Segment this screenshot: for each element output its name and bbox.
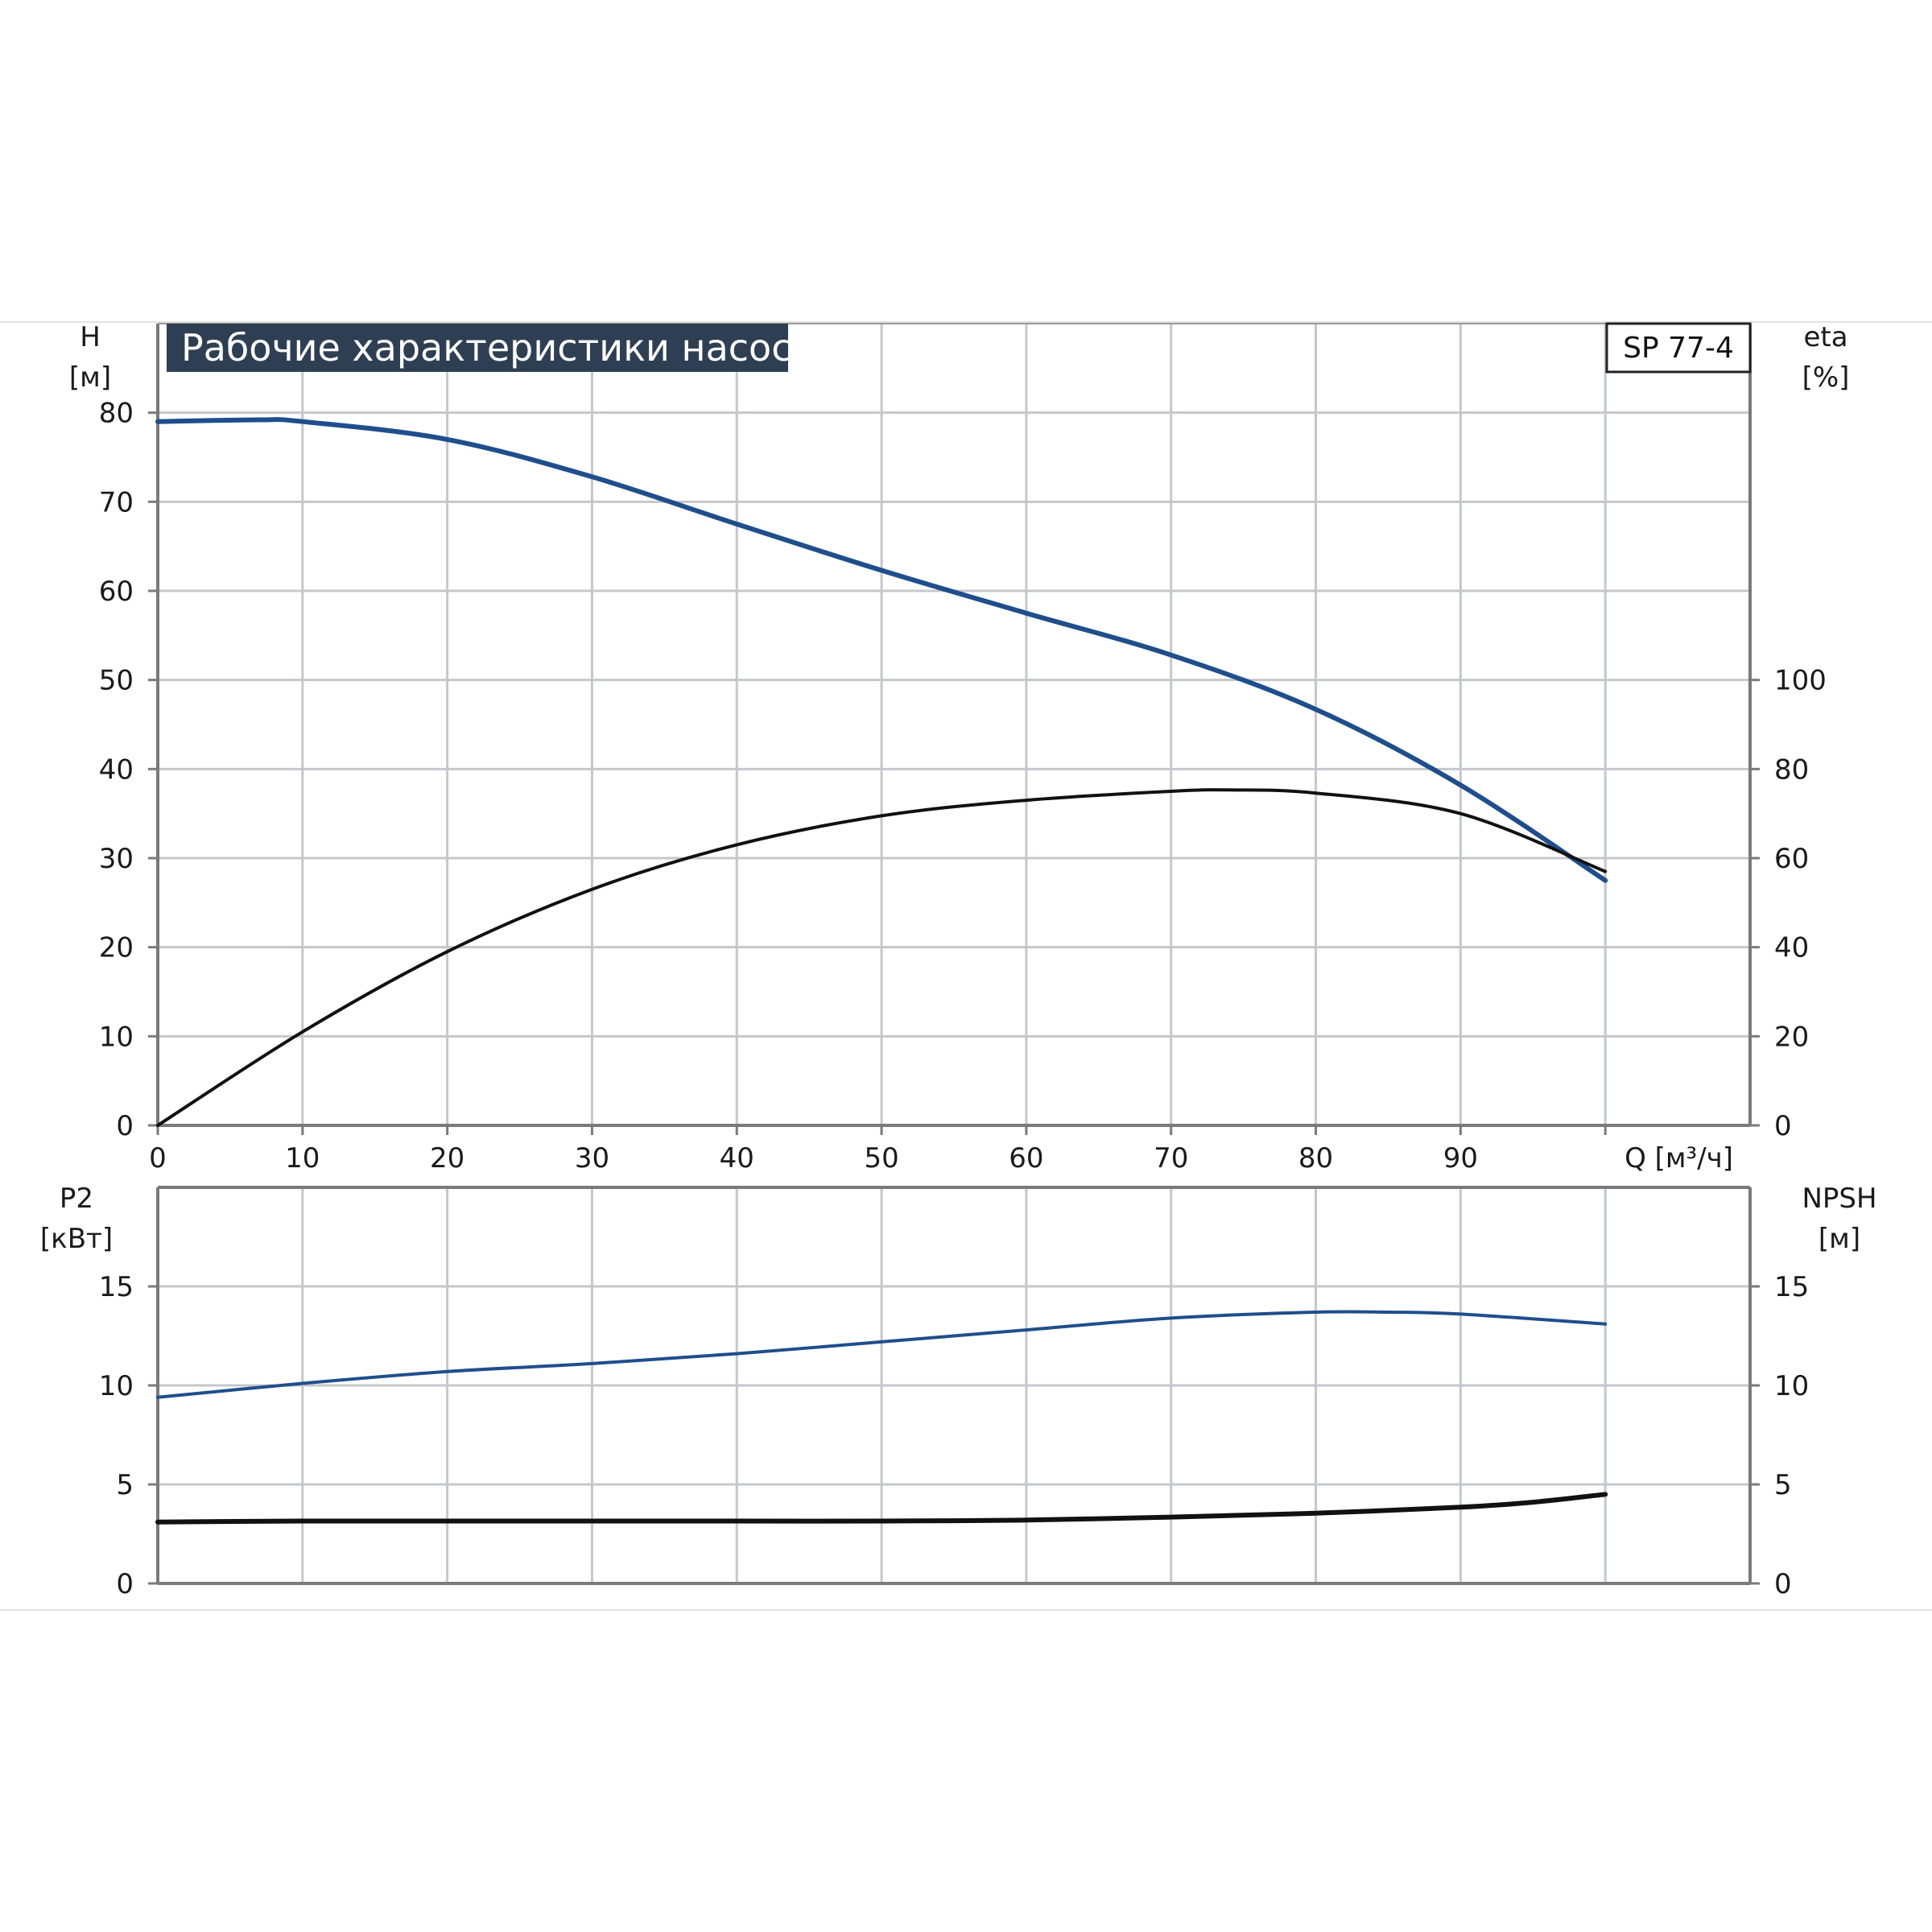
x-tick-label: 20 xyxy=(430,1142,464,1174)
right-tick-label: 5 xyxy=(1774,1469,1792,1501)
grid-layer xyxy=(158,324,1750,1583)
right-tick-label: 15 xyxy=(1774,1271,1809,1303)
frame-layer xyxy=(148,323,1760,1585)
x-tick-label: 50 xyxy=(864,1142,898,1174)
right-tick-label: 10 xyxy=(1774,1370,1809,1402)
left-tick-label: 0 xyxy=(116,1568,134,1600)
x-tick-label: 60 xyxy=(1009,1142,1043,1174)
right-axis-title: [м] xyxy=(1818,1223,1860,1255)
left-axis-title: H xyxy=(80,321,101,353)
right-tick-label: 0 xyxy=(1774,1110,1792,1142)
chart-title: Рабочие характеристики насоса xyxy=(181,326,815,369)
x-tick-label: 30 xyxy=(575,1142,609,1174)
right-tick-label: 100 xyxy=(1774,665,1827,697)
series-line-efficiency xyxy=(156,788,1608,1127)
right-tick-label: 60 xyxy=(1774,843,1809,875)
left-tick-label: 80 xyxy=(99,398,134,430)
right-tick-label: 40 xyxy=(1774,932,1809,964)
x-tick-label: 10 xyxy=(285,1142,320,1174)
left-tick-label: 20 xyxy=(99,932,134,964)
left-tick-label: 0 xyxy=(116,1110,134,1142)
left-tick-label: 40 xyxy=(99,753,134,786)
model-label: SP 77-4 xyxy=(1623,332,1734,365)
x-tick-label: 0 xyxy=(149,1142,167,1174)
x-tick-label: 70 xyxy=(1154,1142,1188,1174)
left-tick-label: 15 xyxy=(99,1271,134,1303)
chart-title-box: Рабочие характеристики насоса xyxy=(167,324,815,372)
series-line-power xyxy=(156,1310,1608,1399)
left-axis-title: [м] xyxy=(69,361,111,394)
left-tick-label: 5 xyxy=(116,1469,134,1501)
series-layer xyxy=(155,417,1608,1525)
left-tick-label: 70 xyxy=(99,486,134,518)
right-tick-label: 80 xyxy=(1774,753,1809,786)
model-box-frame xyxy=(1605,322,1752,374)
x-tick-label: 40 xyxy=(720,1142,754,1174)
left-tick-label: 10 xyxy=(99,1021,134,1053)
chart-title-background xyxy=(167,324,788,372)
left-tick-label: 50 xyxy=(99,665,134,697)
right-axis-title: eta xyxy=(1803,321,1847,353)
left-tick-label: 10 xyxy=(99,1370,134,1402)
right-tick-label: 20 xyxy=(1774,1021,1809,1053)
right-axis-title: [%] xyxy=(1802,361,1850,394)
x-tick-label: 80 xyxy=(1298,1142,1333,1174)
right-axis-title: NPSH xyxy=(1802,1183,1876,1215)
left-axis-title: [кВт] xyxy=(40,1223,113,1255)
model-box: SP 77-4 xyxy=(1605,322,1752,374)
left-tick-label: 30 xyxy=(99,843,134,875)
series-line-head xyxy=(155,417,1608,883)
right-tick-label: 0 xyxy=(1774,1568,1792,1600)
series-line-npsh xyxy=(155,1492,1608,1525)
left-axis-title: P2 xyxy=(60,1183,93,1215)
left-tick-label: 60 xyxy=(99,576,134,608)
x-tick-label: 90 xyxy=(1443,1142,1478,1174)
x-axis-label: Q [м³/ч] xyxy=(1624,1142,1733,1174)
